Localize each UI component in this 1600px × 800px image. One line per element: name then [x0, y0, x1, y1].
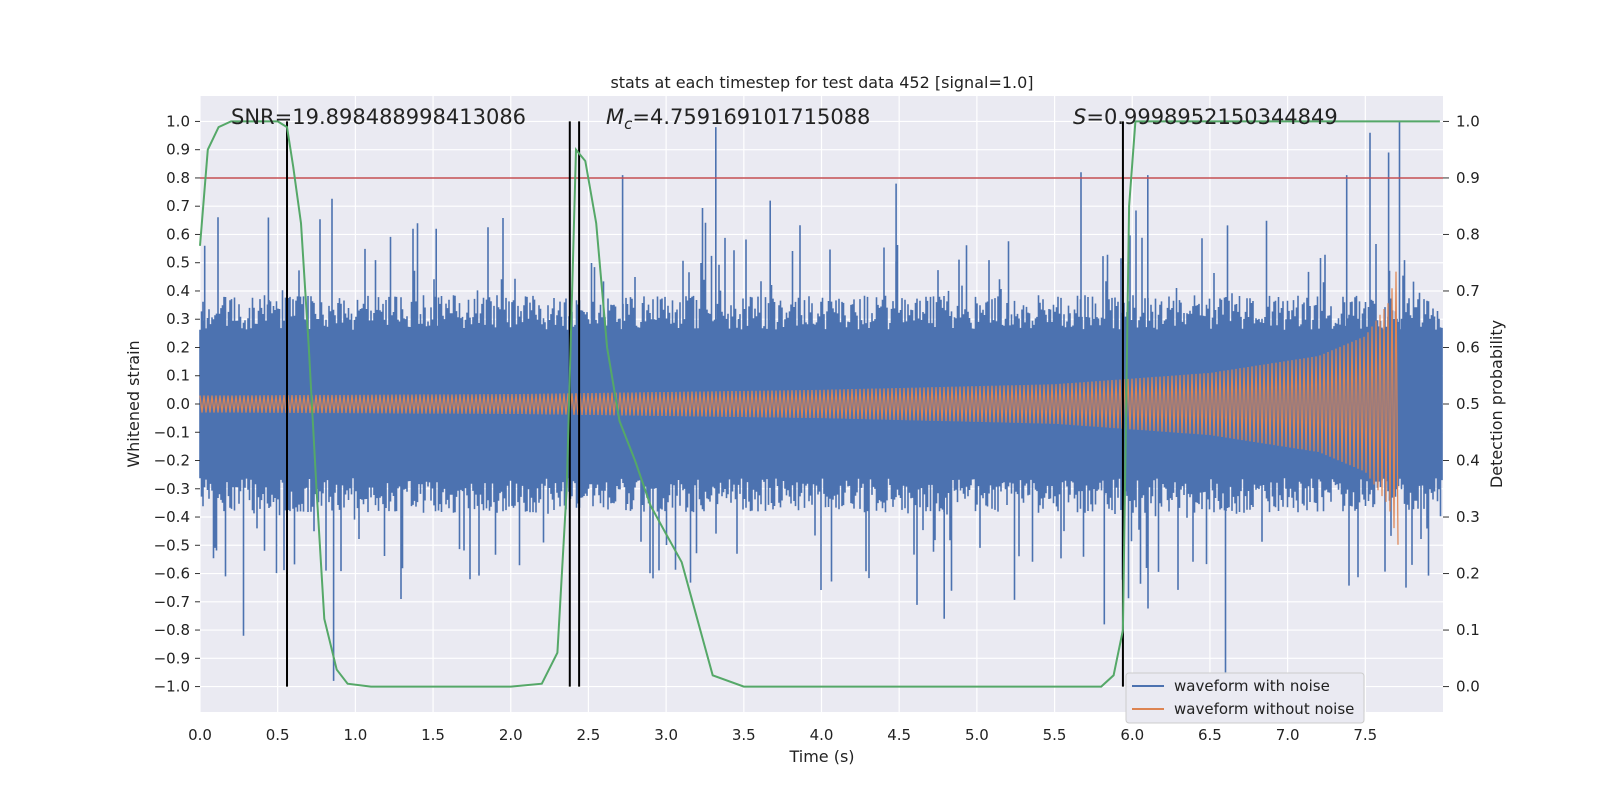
clean-waveform-trace	[199, 271, 1399, 545]
x-tick-label: 7.0	[1276, 726, 1300, 744]
series-detection-probability	[199, 120, 1440, 688]
y-right-tick-label: 0.8	[1456, 225, 1480, 243]
y-tick-label: −0.8	[154, 621, 190, 639]
x-tick-label: 0.5	[266, 726, 290, 744]
x-tick-label: 5.0	[965, 726, 989, 744]
y-tick-label: −0.1	[154, 423, 190, 441]
y-tick-label: 0.0	[166, 395, 190, 413]
x-tick-label: 5.5	[1043, 726, 1067, 744]
y-tick-label: 0.6	[166, 225, 190, 243]
x-tick-label: 3.0	[654, 726, 678, 744]
y-right-tick-label: 0.4	[1456, 452, 1480, 470]
y-right-tick-label: 0.0	[1456, 678, 1480, 696]
x-tick-label: 4.5	[887, 726, 911, 744]
chirp-mass-annotation: Mc=4.759169101715088	[606, 105, 870, 133]
chirp-mass-symbol: M	[606, 105, 624, 129]
overlap-annotation: S=0.9998952150344849	[1073, 105, 1338, 129]
y-tick-label: −1.0	[154, 678, 190, 696]
x-tick-label: 1.5	[421, 726, 445, 744]
y-tick-label: 0.8	[166, 169, 190, 187]
y-tick-label: −0.7	[154, 593, 190, 611]
y-tick-label: 0.1	[166, 367, 190, 385]
chirp-mass-value: =4.759169101715088	[632, 105, 870, 129]
y-tick-label: 0.4	[166, 282, 190, 300]
y-right-tick-label: 0.9	[1456, 169, 1480, 187]
legend-label-noise: waveform with noise	[1174, 677, 1330, 695]
y-tick-label: −0.9	[154, 649, 190, 667]
y-tick-label: 1.0	[166, 112, 190, 130]
x-tick-label: 6.5	[1198, 726, 1222, 744]
y-tick-label: −0.3	[154, 480, 190, 498]
y-tick-label: −0.6	[154, 565, 190, 583]
y-right-tick-label: 1.0	[1456, 112, 1480, 130]
overlap-value: =0.9998952150344849	[1086, 105, 1337, 129]
legend: waveform with noise waveform without noi…	[1125, 672, 1365, 724]
series-waveform-without-noise	[199, 271, 1399, 545]
x-tick-label: 1.0	[343, 726, 367, 744]
snr-annotation: SNR=19.898488998413086	[231, 105, 526, 129]
x-tick-label: 7.5	[1353, 726, 1377, 744]
y-tick-label: −0.4	[154, 508, 190, 526]
x-tick-label: 0.0	[188, 726, 212, 744]
y-tick-label: 0.7	[166, 197, 190, 215]
x-axis-ticks: 0.0 0.5 1.0 1.5 2.0 2.5 3.0 3.5 4.0 4.5 5.0 5.5 6.0 6…	[188, 726, 1377, 744]
y-right-tick-label: 0.3	[1456, 508, 1480, 526]
x-axis-label: Time (s)	[788, 747, 854, 766]
legend-label-clean: waveform without noise	[1174, 700, 1354, 718]
x-tick-label: 2.0	[499, 726, 523, 744]
y-right-tick-label: 0.7	[1456, 282, 1480, 300]
x-tick-label: 3.5	[732, 726, 756, 744]
y-axis-ticks: 1.0 0.9 0.8 0.7 0.6 0.5 0.4 0.3 0.2 0.1 0.0 −0.1 −0.…	[154, 112, 200, 696]
overlap-symbol: S	[1073, 105, 1086, 129]
x-tick-label: 2.5	[577, 726, 601, 744]
y-right-tick-label: 0.5	[1456, 395, 1480, 413]
chirp-mass-subscript: c	[624, 115, 633, 133]
y-tick-label: −0.5	[154, 536, 190, 554]
y-right-tick-label: 0.2	[1456, 565, 1480, 583]
y-tick-label: 0.2	[166, 338, 190, 356]
y-axis-label: Whitened strain	[124, 340, 143, 467]
chart-title: stats at each timestep for test data 452…	[610, 73, 1033, 92]
y-right-tick-label: 0.6	[1456, 338, 1480, 356]
legend-box	[1125, 672, 1365, 724]
y-tick-label: 0.9	[166, 141, 190, 159]
y-right-axis-ticks: 1.0 0.9 0.8 0.7 0.6 0.5 0.4 0.3 0.2 0.1 0.0	[1443, 112, 1480, 696]
y-tick-label: −0.2	[154, 452, 190, 470]
y-tick-label: 0.3	[166, 310, 190, 328]
y-right-tick-label: 0.1	[1456, 621, 1480, 639]
y-tick-label: 0.5	[166, 254, 190, 272]
x-tick-label: 4.0	[810, 726, 834, 744]
y-right-axis-label: Detection probability	[1487, 320, 1506, 488]
x-tick-label: 6.0	[1120, 726, 1144, 744]
